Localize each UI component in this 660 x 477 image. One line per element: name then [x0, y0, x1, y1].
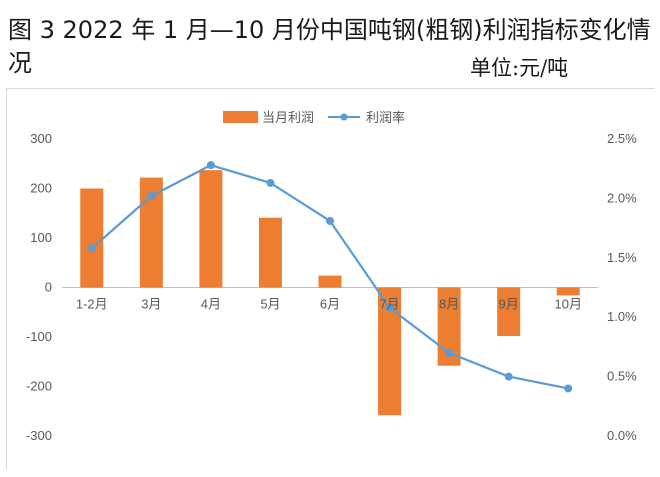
x-tick-label: 9月 [499, 297, 519, 312]
line-series [87, 161, 573, 393]
y-right-tick-label: 2.0% [607, 190, 637, 205]
bar-10月 [556, 287, 580, 296]
x-tick-label: 4月 [201, 297, 221, 312]
x-tick-label: 3月 [141, 297, 161, 312]
legend-label-line: 利润率 [366, 110, 405, 126]
legend-label-bar: 当月利润 [262, 111, 314, 126]
line-point-5月 [266, 178, 275, 187]
bar-3月 [139, 177, 163, 288]
x-tick-label: 10月 [554, 297, 581, 312]
y-left-tick-label: -300 [26, 428, 52, 443]
line-point-6月 [326, 216, 334, 225]
legend: 当月利润 利润率 [223, 110, 405, 126]
x-tick-label: 7月 [379, 297, 399, 312]
y-left-tick-label: 300 [30, 131, 52, 146]
line-point-4月 [206, 161, 215, 170]
line-point-7月 [385, 303, 394, 312]
axes: 300 200 100 0 -100 -200 -300 2.5% 2.0% 1.5% 1.0% 0.… [26, 131, 637, 443]
bar-series [80, 170, 580, 416]
x-tick-label: 5月 [260, 297, 280, 312]
line-point-10月 [564, 384, 573, 393]
bar-8月 [437, 287, 461, 366]
y-right-tick-label: 2.5% [607, 131, 637, 146]
y-left-tick-label: 100 [30, 230, 52, 245]
line-point-3月 [147, 192, 156, 201]
x-tick-label: 6月 [320, 297, 340, 312]
bar-7月 [378, 287, 402, 416]
line-point-1-2月 [87, 244, 96, 253]
y-left-tick-label: 0 [45, 280, 52, 295]
bar-5月 [258, 217, 282, 288]
line-point-9月 [504, 372, 513, 381]
line-point-8月 [445, 348, 454, 357]
bar-4月 [199, 170, 223, 288]
legend-swatch-marker [340, 113, 348, 121]
y-right-tick-label: 1.0% [607, 309, 637, 324]
bar-9月 [497, 287, 521, 337]
y-left-tick-label: -100 [26, 329, 52, 344]
y-right-tick-label: 0.5% [607, 369, 637, 384]
x-axis-labels: 1-2月 3月 4月 5月 6月 7月 8月 9月 10月 [76, 297, 582, 312]
bar-1-2月 [80, 188, 104, 288]
x-tick-label: 1-2月 [76, 297, 108, 312]
figure-title: 图 3 2022 年 1 月—10 月份中国吨钢(粗钢)利润指标变化情况 [8, 16, 651, 77]
y-left-tick-label: 200 [30, 181, 52, 196]
y-right-tick-label: 1.5% [607, 250, 637, 265]
chart-frame [6, 88, 655, 469]
bar-6月 [318, 275, 342, 288]
y-right-tick-label: 0.0% [607, 428, 637, 443]
y-left-tick-label: -200 [26, 379, 52, 394]
x-tick-label: 8月 [439, 297, 459, 312]
unit-label: 单位:元/吨 [470, 56, 569, 80]
legend-swatch-bar [223, 111, 258, 123]
